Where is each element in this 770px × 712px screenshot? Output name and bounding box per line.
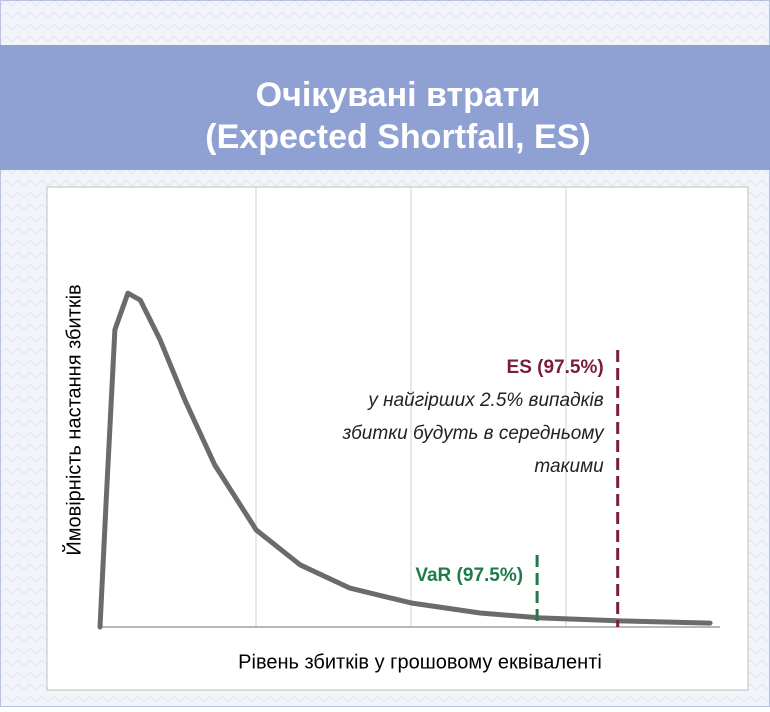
title-line: (Expected Shortfall, ES) xyxy=(205,118,590,156)
title-banner xyxy=(0,45,770,170)
marker-note: такими xyxy=(534,456,604,477)
marker-note: збитки будуть в середньому xyxy=(342,423,606,444)
marker-label: VaR (97.5%) xyxy=(415,565,523,586)
y-axis-label: Ймовірність настання збитків xyxy=(61,284,85,555)
curve xyxy=(97,290,713,630)
x-axis-label: Рівень збитків у грошовому еквіваленті xyxy=(238,651,602,673)
title-line: Очікувані втрати xyxy=(256,76,541,114)
marker-note: у найгірших 2.5% випадків xyxy=(366,390,603,411)
marker-label: ES (97.5%) xyxy=(507,357,604,378)
chart-box xyxy=(46,186,749,691)
